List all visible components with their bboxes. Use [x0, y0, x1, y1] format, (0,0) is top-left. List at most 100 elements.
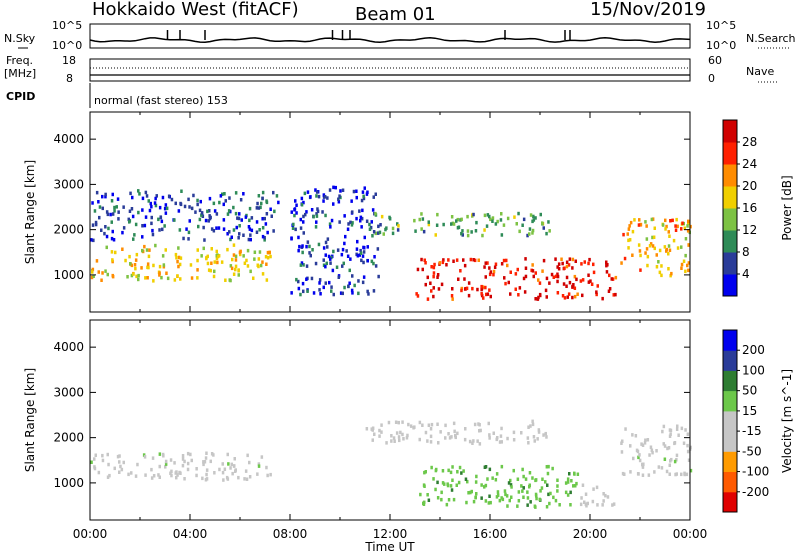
heatmap-cell — [106, 475, 110, 479]
heatmap-cell — [230, 266, 234, 271]
x-tick-label: 08:00 — [273, 527, 308, 541]
heatmap-cell — [202, 246, 205, 251]
heatmap-cell — [583, 260, 586, 264]
heatmap-cell — [646, 263, 649, 268]
heatmap-cell — [639, 268, 642, 272]
heatmap-cell — [472, 212, 475, 217]
heatmap-cell — [324, 253, 327, 257]
heatmap-cell — [639, 253, 642, 258]
heatmap-cell — [689, 445, 692, 450]
heatmap-cell — [234, 468, 237, 472]
heatmap-cell — [494, 262, 498, 266]
heatmap-cell — [105, 234, 109, 239]
heatmap-cell — [686, 224, 689, 228]
heatmap-cell — [524, 257, 527, 261]
heatmap-cell — [544, 288, 548, 293]
heatmap-cell — [232, 464, 236, 468]
heatmap-cell — [222, 202, 225, 207]
heatmap-cell — [161, 452, 165, 457]
heatmap-cell — [447, 468, 450, 473]
heatmap-cell — [401, 432, 404, 437]
heatmap-cell — [595, 292, 598, 297]
heatmap-cell — [176, 274, 179, 278]
heatmap-cell — [472, 258, 475, 262]
heatmap-cell — [575, 277, 578, 282]
heatmap-cell — [349, 220, 352, 225]
heatmap-cell — [682, 259, 686, 263]
heatmap-cell — [592, 262, 595, 267]
heatmap-cell — [213, 471, 216, 475]
heatmap-cell — [308, 251, 311, 255]
heatmap-cell — [541, 221, 544, 225]
heatmap-cell — [502, 223, 506, 227]
heatmap-cell — [441, 481, 445, 485]
heatmap-cell — [426, 297, 430, 301]
heatmap-cell — [484, 275, 487, 279]
heatmap-cell — [467, 281, 471, 285]
heatmap-cell — [297, 248, 300, 253]
panel-background — [90, 112, 690, 312]
heatmap-cells — [90, 185, 692, 301]
colorbar-tick-label: 200 — [742, 343, 765, 357]
heatmap-cell — [373, 432, 376, 436]
colorbar-segment — [723, 230, 737, 253]
colorbar-segment — [723, 164, 737, 187]
heatmap-cell — [450, 488, 454, 492]
heatmap-cell — [667, 252, 670, 256]
heatmap-cell — [623, 256, 627, 261]
heatmap-cell — [573, 286, 577, 290]
heatmap-cell — [100, 278, 103, 282]
heatmap-cell — [255, 230, 259, 234]
heatmap-cell — [488, 266, 491, 270]
y-tick-label: 1000 — [53, 476, 84, 490]
heatmap-cell — [236, 216, 239, 220]
heatmap-cell — [503, 276, 506, 280]
heatmap-cell — [653, 226, 656, 230]
heatmap-cell — [199, 199, 202, 204]
heatmap-cell — [111, 258, 114, 262]
heatmap-cell — [154, 243, 157, 248]
heatmap-cell — [247, 225, 251, 229]
heatmap-cell — [568, 472, 571, 476]
heatmap-cell — [567, 292, 571, 296]
heatmap-cell — [660, 273, 663, 278]
heatmap-cell — [300, 196, 304, 201]
heatmap-cell — [121, 230, 124, 235]
heatmap-cell — [106, 452, 109, 457]
heatmap-cell — [433, 262, 436, 267]
heatmap-cell — [179, 277, 182, 281]
heatmap-cell — [457, 480, 461, 485]
heatmap-cell — [237, 236, 240, 240]
heatmap-cell — [189, 452, 192, 457]
colorbar-segment — [723, 120, 737, 143]
heatmap-cell — [646, 254, 650, 259]
heatmap-cell — [675, 472, 678, 476]
heatmap-cell — [531, 422, 535, 427]
heatmap-cell — [489, 217, 492, 222]
heatmap-cell — [318, 288, 321, 292]
x-tick-label: 00:00 — [73, 527, 108, 541]
heatmap-cell — [674, 224, 677, 228]
heatmap-cell — [637, 223, 641, 227]
heatmap-cell — [153, 201, 157, 205]
colorbar-title: Velocity [m s^-1] — [780, 369, 794, 473]
heatmap-cell — [592, 270, 596, 275]
heatmap-cell — [552, 495, 555, 500]
heatmap-cell — [680, 426, 684, 431]
heatmap-cell — [152, 263, 155, 268]
heatmap-cell — [308, 244, 311, 249]
x-tick-label: 00:00 — [673, 527, 708, 541]
heatmap-cell — [388, 217, 392, 221]
heatmap-cell — [427, 220, 430, 224]
heatmap-cell — [164, 203, 168, 207]
heatmap-cell — [346, 227, 350, 231]
noise-left-tick-high: 10^5 — [52, 19, 82, 32]
heatmap-cell — [637, 455, 640, 460]
heatmap-cell — [93, 465, 96, 469]
heatmap-cell — [486, 261, 489, 265]
heatmap-cell — [472, 439, 475, 443]
heatmap-cell — [372, 289, 376, 293]
heatmap-cell — [660, 466, 664, 470]
heatmap-cell — [137, 277, 140, 282]
heatmap-cell — [198, 208, 202, 213]
